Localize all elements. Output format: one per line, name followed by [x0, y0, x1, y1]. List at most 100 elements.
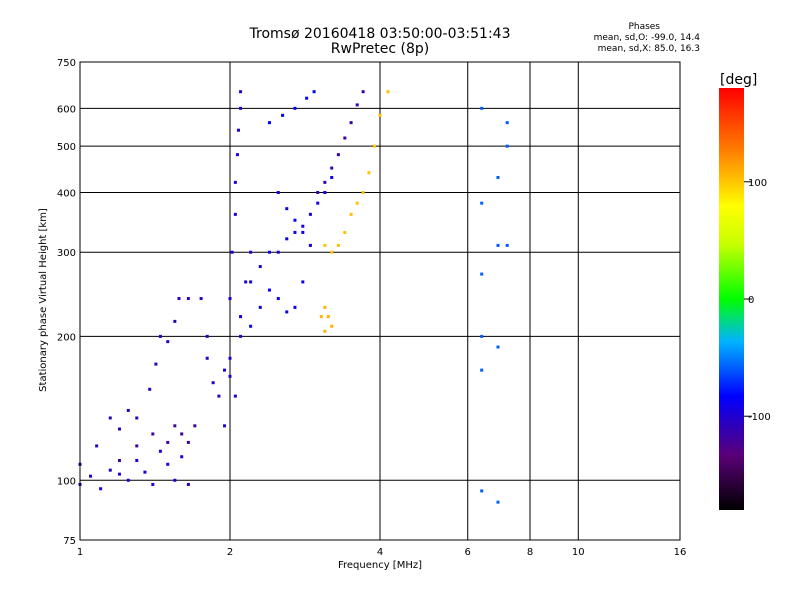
data-point — [211, 381, 215, 385]
data-point — [480, 272, 484, 276]
data-point — [148, 387, 152, 391]
data-point — [361, 190, 365, 194]
data-point — [496, 243, 500, 247]
data-point — [323, 329, 327, 333]
data-point — [293, 218, 297, 222]
data-point — [496, 345, 500, 349]
data-point — [281, 113, 285, 117]
data-point — [135, 444, 139, 448]
data-point — [480, 368, 484, 372]
colorbar-label: [deg] — [720, 72, 757, 88]
x-tick-label: 16 — [674, 547, 687, 558]
data-point — [239, 106, 243, 110]
grid-lines — [80, 62, 680, 540]
colorbar-tick-label: 100 — [748, 178, 767, 189]
data-point — [258, 265, 262, 269]
x-tick-label: 8 — [527, 547, 533, 558]
data-point — [301, 230, 305, 234]
data-point — [154, 362, 158, 366]
data-point — [276, 250, 280, 254]
data-point — [151, 482, 155, 486]
data-point — [117, 427, 121, 431]
x-tick-label: 4 — [377, 547, 383, 558]
data-point — [505, 243, 509, 247]
data-point — [239, 334, 243, 338]
data-point — [373, 144, 377, 148]
data-point — [505, 144, 509, 148]
data-point — [267, 288, 271, 292]
data-point — [186, 297, 190, 301]
data-point — [249, 324, 253, 328]
data-point — [285, 207, 289, 211]
data-point — [117, 472, 121, 476]
data-point — [349, 121, 353, 125]
data-point — [166, 440, 170, 444]
data-point — [236, 128, 240, 132]
data-point — [180, 455, 184, 459]
data-point — [126, 408, 130, 412]
data-point — [301, 224, 305, 228]
data-point — [355, 103, 359, 107]
data-point — [355, 201, 359, 205]
y-tick-label: 75 — [63, 536, 76, 547]
data-point — [312, 90, 316, 94]
data-point — [180, 432, 184, 436]
y-tick-label: 750 — [57, 58, 76, 69]
data-point — [173, 478, 177, 482]
chart-subtitle: RwPretec (8p) — [330, 41, 430, 57]
data-point — [323, 180, 327, 184]
data-point — [343, 230, 347, 234]
phases-x-stats: mean, sd,X: 85.0, 16.3 — [597, 44, 700, 54]
data-point — [367, 171, 371, 175]
data-point — [166, 340, 170, 344]
data-point — [323, 243, 327, 247]
data-point — [205, 334, 209, 338]
colorbar-tick-label: -100 — [748, 412, 771, 423]
data-point — [239, 90, 243, 94]
data-point — [239, 315, 243, 319]
data-point — [480, 334, 484, 338]
data-point — [235, 153, 239, 157]
data-point — [99, 487, 103, 491]
data-point — [205, 356, 209, 360]
data-point — [336, 153, 340, 157]
data-points — [78, 90, 509, 504]
data-point — [330, 166, 334, 170]
data-point — [249, 280, 253, 284]
data-point — [305, 96, 309, 100]
data-point — [267, 250, 271, 254]
x-tick-label: 6 — [465, 547, 471, 558]
data-point — [308, 212, 312, 216]
data-point — [326, 315, 330, 319]
colorbar-tick-label: 0 — [748, 295, 754, 306]
data-point — [217, 394, 221, 398]
colorbar-ticks: 100 0 -100 — [744, 178, 771, 423]
data-point — [285, 237, 289, 241]
y-axis-label: Stationary phase Virtual Height [km] — [38, 208, 49, 392]
data-point — [505, 121, 509, 125]
data-point — [316, 201, 320, 205]
data-point — [166, 462, 170, 466]
data-point — [244, 280, 248, 284]
colorbar — [719, 88, 744, 510]
data-point — [223, 368, 227, 372]
y-tick-label: 600 — [57, 104, 76, 115]
y-tick-label: 100 — [57, 476, 76, 487]
data-point — [186, 440, 190, 444]
data-point — [151, 432, 155, 436]
data-point — [117, 458, 121, 462]
data-point — [386, 90, 390, 94]
data-point — [228, 374, 232, 378]
y-tick-label: 400 — [57, 188, 76, 199]
data-point — [173, 319, 177, 323]
data-point — [480, 106, 484, 110]
data-point — [343, 136, 347, 140]
data-point — [330, 175, 334, 179]
data-point — [496, 175, 500, 179]
data-point — [319, 315, 323, 319]
x-axis-label: Frequency [MHz] — [338, 560, 422, 571]
data-point — [276, 297, 280, 301]
data-point — [323, 190, 327, 194]
data-point — [480, 201, 484, 205]
